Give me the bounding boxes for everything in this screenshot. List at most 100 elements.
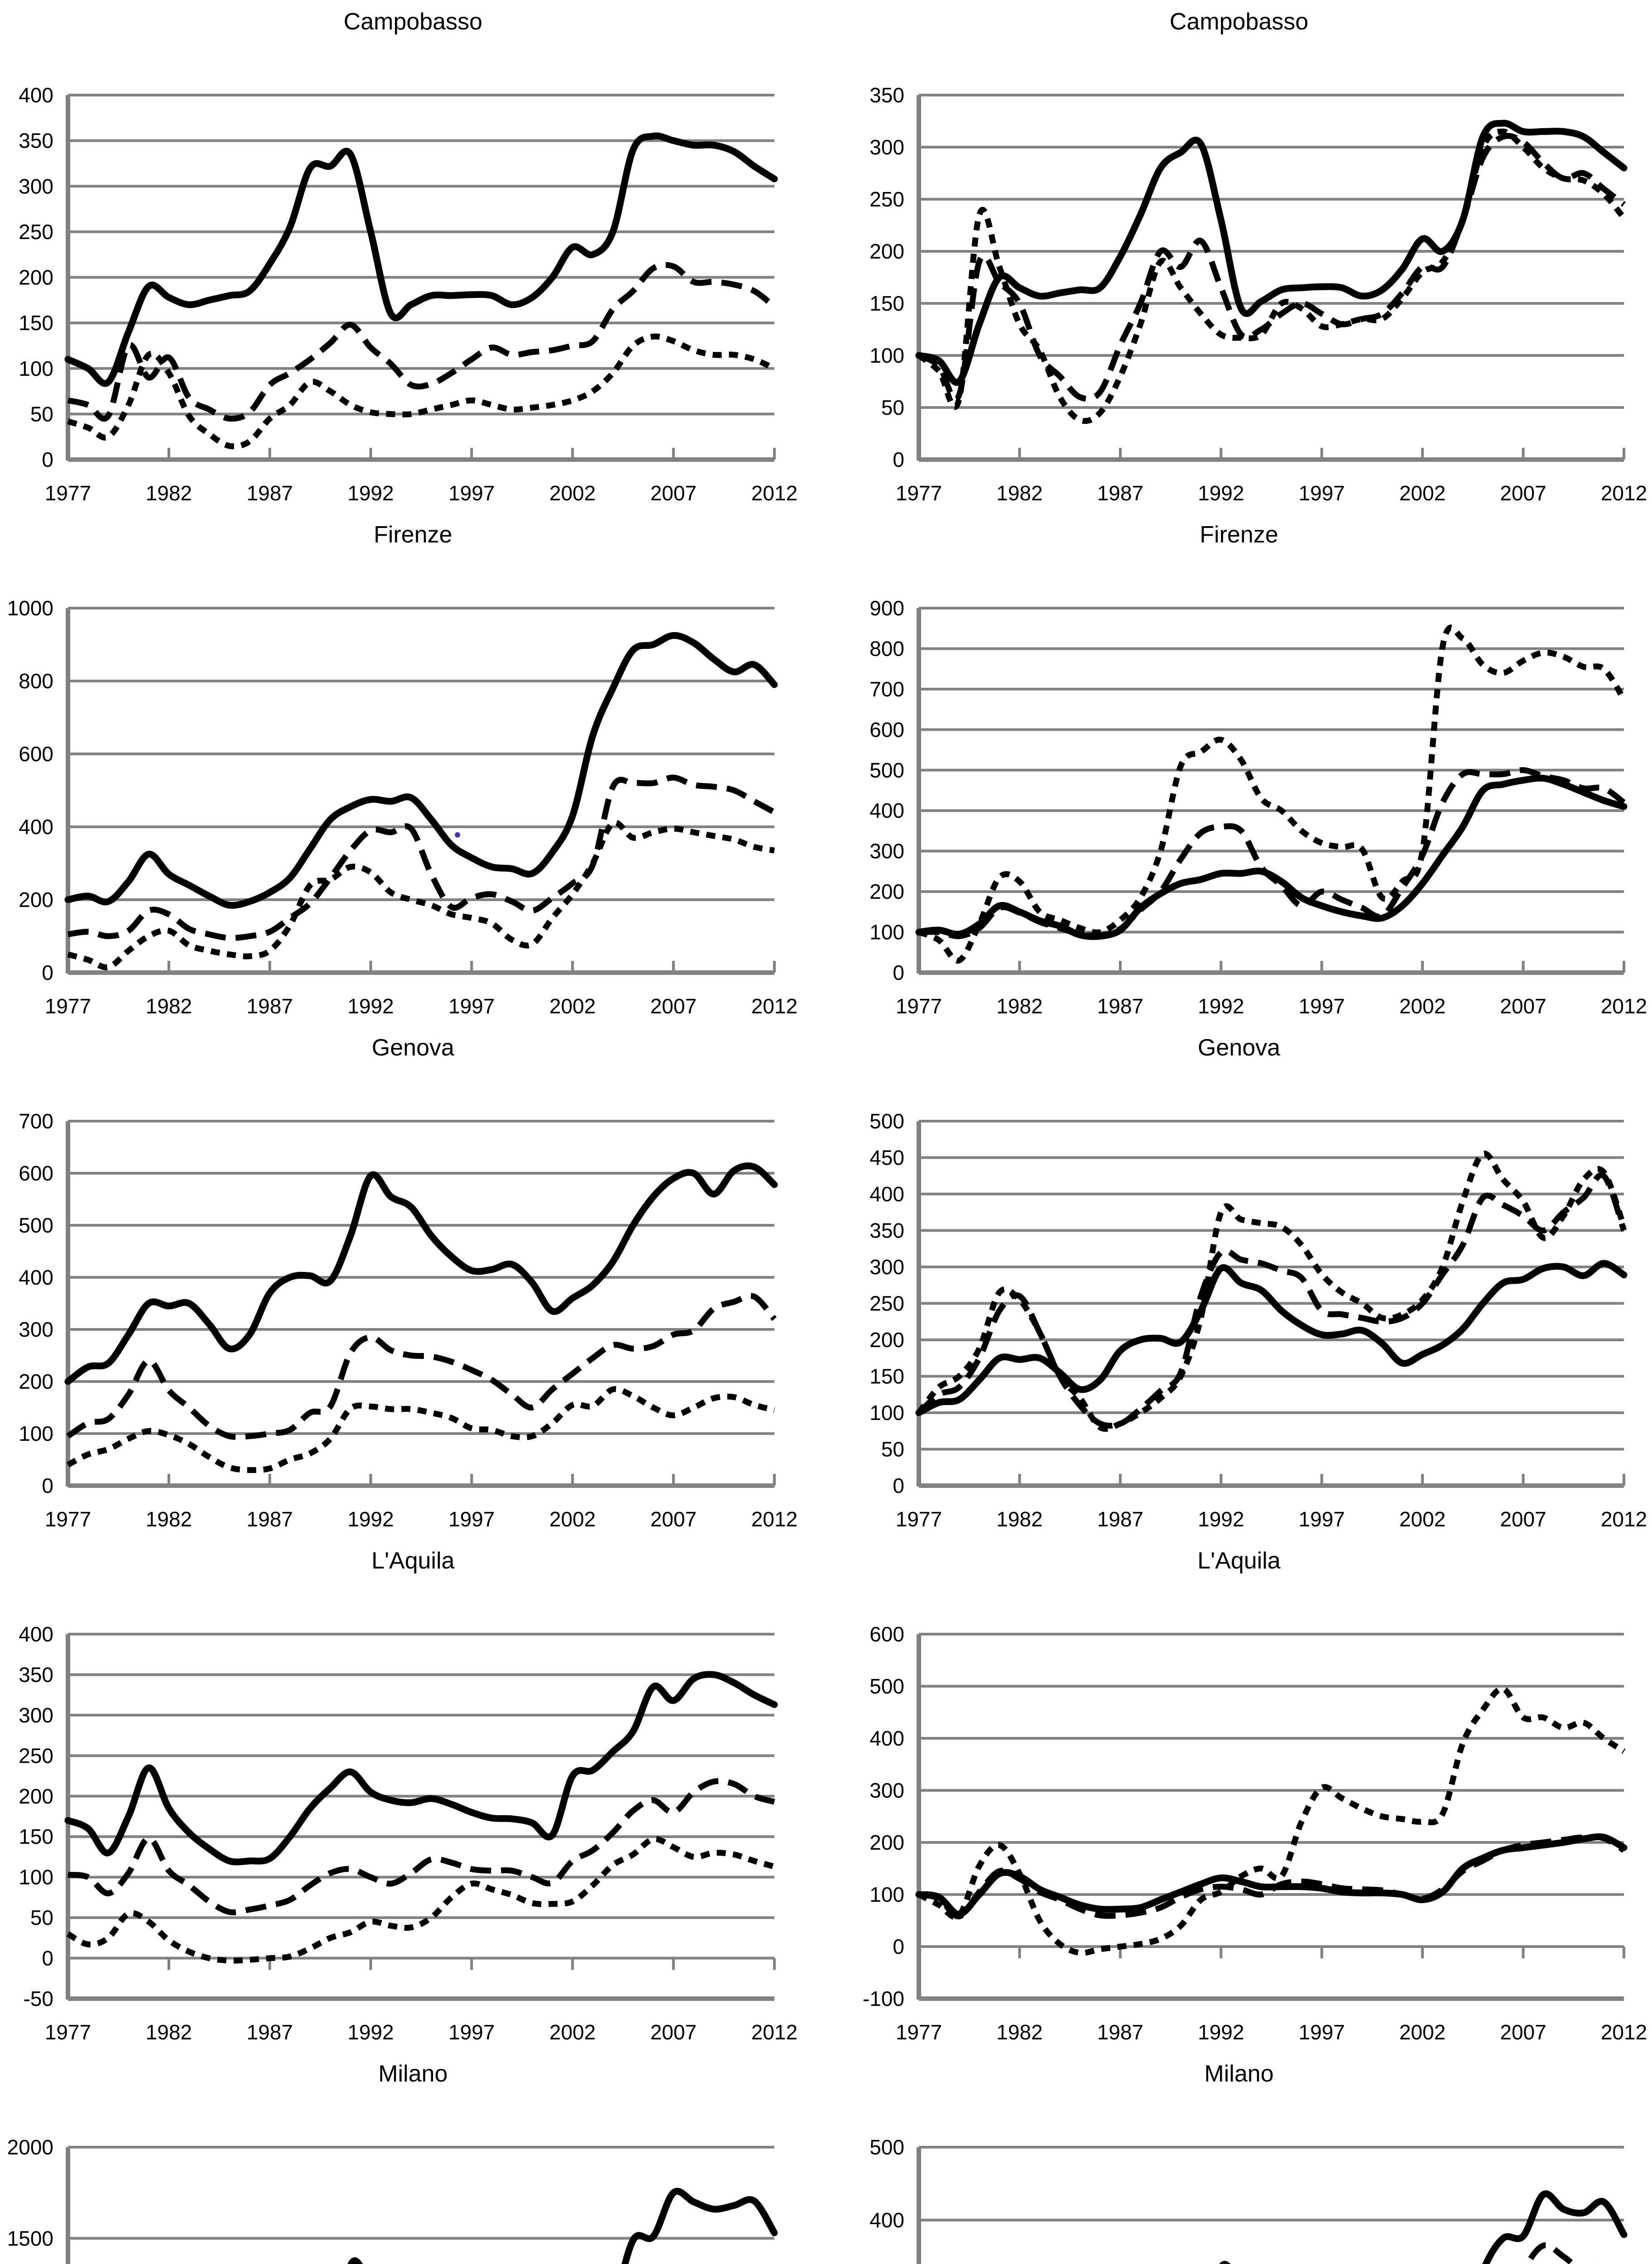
x-tick-label: 1982	[996, 1507, 1042, 1531]
y-tick-label: 400	[869, 1182, 904, 1206]
chart-milano-index: Milano 010020030040050019771982198719921…	[826, 2052, 1652, 2264]
x-tick-label: 2007	[1500, 481, 1546, 505]
x-tick-label: 2007	[1500, 1507, 1546, 1531]
x-tick-label: 1987	[1097, 994, 1143, 1018]
x-tick-label: 1987	[1097, 2020, 1143, 2044]
y-tick-label: 300	[19, 174, 53, 198]
x-tick-label: 2007	[1500, 994, 1546, 1018]
x-tick-label: 1987	[247, 481, 293, 505]
series-solid	[64, 1671, 778, 1866]
x-tick-label: 2012	[1601, 2020, 1647, 2044]
y-tick-label: 100	[19, 1422, 53, 1445]
x-tick-label: 2007	[650, 481, 696, 505]
y-tick-label: 700	[869, 677, 904, 701]
x-tick-label: 1987	[247, 1507, 293, 1531]
chart-firenze-level: Firenze 0 200 400 600 800 1000 1977 1982 1987 199…	[0, 513, 826, 1026]
series-short-dash	[66, 1836, 775, 1964]
x-tick-label: 2012	[1601, 1507, 1647, 1531]
series-short-dash	[917, 624, 1627, 964]
x-tick-label: 2012	[751, 1507, 797, 1531]
y-tick-label: 400	[19, 815, 53, 839]
x-tick-label: 1982	[996, 481, 1042, 505]
y-tick-label: 250	[19, 220, 53, 244]
y-tick-label: 200	[19, 888, 53, 911]
milano-index-plot: 0100200300400500197719821987199219972002…	[869, 2135, 1628, 2264]
y-tick-label: -100	[863, 1987, 904, 2010]
artifact-dot	[455, 832, 461, 838]
series-short-dash	[917, 129, 1627, 424]
x-tick-label: 1992	[1198, 1507, 1244, 1531]
y-tick-label: 400	[19, 1622, 53, 1646]
chart-milano-level: Milano 050010001500200019771982198719921…	[0, 2052, 826, 2264]
x-tick-label: 1992	[347, 2020, 394, 2044]
y-tick-label: 500	[19, 1214, 53, 1237]
laquila-index-plot: -100 0 100 200 300 400 500 600 1977 1982 1987 1992 1…	[863, 1622, 1647, 2044]
y-tick-label: 250	[869, 187, 904, 211]
series-long-dash	[67, 262, 777, 422]
y-tick-label: 0	[893, 1474, 904, 1497]
y-tick-label: 150	[19, 311, 53, 335]
y-tick-label: 1000	[7, 596, 53, 620]
x-tick-label: 1992	[347, 481, 394, 505]
series-long-dash	[1524, 2242, 1603, 2264]
series-solid	[64, 1162, 778, 1385]
y-tick-label: 800	[19, 669, 53, 693]
chart-title: Genova	[371, 1035, 455, 1061]
y-tick-label: 150	[869, 1365, 904, 1388]
firenze-index-plot: 0 100 200 300 400 500 600 700 800 900 1977 1982 1987…	[869, 596, 1647, 1018]
y-tick-label: 200	[869, 880, 904, 903]
x-tick-label: 1977	[45, 1507, 91, 1531]
genova-index-plot: 0 50 100 150 200 250 300 350 400 450 500 1977 1982 19…	[869, 1109, 1647, 1531]
campobasso-level-plot: 0 50 100 150 200 250 300 350 400 1977 1982 1987 1992…	[19, 83, 797, 505]
x-tick-label: 1997	[1299, 1507, 1345, 1531]
y-tick-label: 800	[869, 637, 904, 660]
x-tick-label: 2012	[751, 481, 797, 505]
x-tick-label: 1992	[1198, 994, 1244, 1018]
x-tick-label: 1977	[896, 481, 942, 505]
y-tick-label: 300	[869, 1255, 904, 1279]
x-tick-label: 1997	[448, 994, 495, 1018]
x-tick-label: 1992	[347, 994, 394, 1018]
y-tick-label: 0	[42, 448, 53, 471]
firenze-level-plot: 0 200 400 600 800 1000 1977 1982 1987 1992 1997 200…	[7, 596, 798, 1018]
chart-title: Campobasso	[1169, 9, 1309, 35]
x-tick-label: 1987	[1097, 1507, 1143, 1531]
series-long-dash	[917, 133, 1626, 403]
chart-title: Firenze	[1200, 522, 1278, 548]
x-tick-label: 2002	[1399, 2020, 1446, 2044]
x-tick-label: 2012	[1601, 994, 1647, 1018]
y-tick-label: 1500	[7, 2226, 53, 2250]
y-tick-label: 100	[19, 357, 53, 380]
y-tick-label: 350	[869, 83, 904, 107]
x-tick-label: 2012	[751, 994, 797, 1018]
y-tick-label: 250	[869, 1292, 904, 1315]
y-tick-label: 400	[869, 1727, 904, 1750]
y-tick-label: 50	[881, 396, 904, 419]
series-solid	[1219, 2190, 1628, 2264]
x-tick-label: 1992	[1198, 481, 1244, 505]
series-short-dash	[917, 1686, 1626, 1956]
y-tick-label: 500	[869, 2135, 904, 2159]
y-tick-label: 100	[869, 344, 904, 367]
x-tick-label: 1992	[347, 1507, 394, 1531]
y-tick-label: 0	[893, 961, 904, 984]
x-tick-label: 1977	[896, 2020, 942, 2044]
x-tick-label: 2012	[1601, 481, 1647, 505]
x-tick-label: 2002	[549, 994, 595, 1018]
y-tick-label: 100	[869, 921, 904, 944]
x-tick-label: 1987	[247, 2020, 293, 2044]
y-tick-label: 900	[869, 596, 904, 620]
x-tick-label: 1982	[996, 994, 1042, 1018]
y-tick-label: 300	[869, 135, 904, 159]
x-tick-label: 1997	[448, 1507, 495, 1531]
x-tick-label: 1977	[45, 994, 91, 1018]
y-tick-label: 350	[19, 1663, 53, 1686]
x-tick-label: 2002	[549, 2020, 595, 2044]
y-tick-label: 600	[19, 742, 53, 766]
series-long-dash	[917, 1172, 1627, 1429]
genova-level-plot: 0 100 200 300 400 500 600 700 1977 1982 1987 1992 19…	[19, 1109, 797, 1531]
y-tick-label: 700	[19, 1109, 53, 1133]
series-solid	[915, 1833, 1628, 1918]
chart-title: Milano	[1204, 2061, 1274, 2087]
chart-title: Campobasso	[343, 9, 483, 35]
